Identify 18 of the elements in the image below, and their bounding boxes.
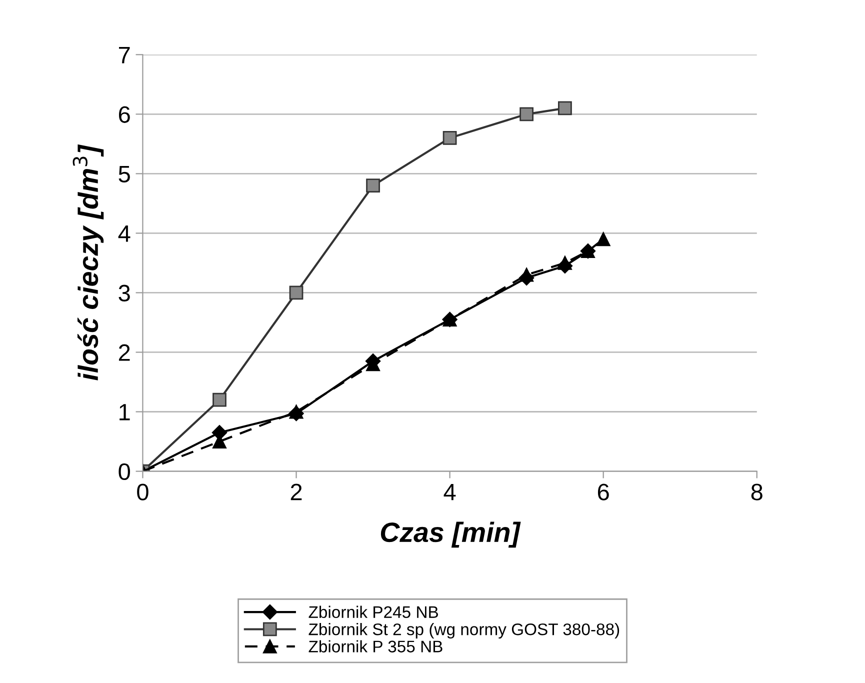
x-axis-title: Czas [min] bbox=[380, 522, 521, 548]
legend-label: Zbiornik St 2 sp (wg normy GOST 380-88) bbox=[308, 623, 620, 639]
y-tick-label: 2 bbox=[118, 344, 130, 361]
y-tick-label: 6 bbox=[118, 106, 130, 123]
y-tick-label: 0 bbox=[118, 463, 130, 480]
x-tick-label: 4 bbox=[444, 484, 456, 500]
legend-label: Zbiornik P 355 NB bbox=[308, 640, 442, 652]
x-tick-label: 2 bbox=[290, 484, 302, 500]
y-axis-title: ilość cieczy [dm$^{3}$] bbox=[72, 144, 104, 380]
y-tick-label: 3 bbox=[118, 284, 130, 302]
y-tick-label: 7 bbox=[119, 46, 130, 64]
y-tick-label: 5 bbox=[118, 166, 130, 182]
y-tick-label: 1 bbox=[120, 404, 130, 420]
y-tick-label: 4 bbox=[118, 226, 130, 242]
x-tick-label: 6 bbox=[598, 484, 609, 500]
legend-label: Zbiornik P245 NB bbox=[308, 606, 438, 618]
x-tick-label: 0 bbox=[137, 484, 148, 500]
x-tick-label: 8 bbox=[751, 484, 762, 500]
